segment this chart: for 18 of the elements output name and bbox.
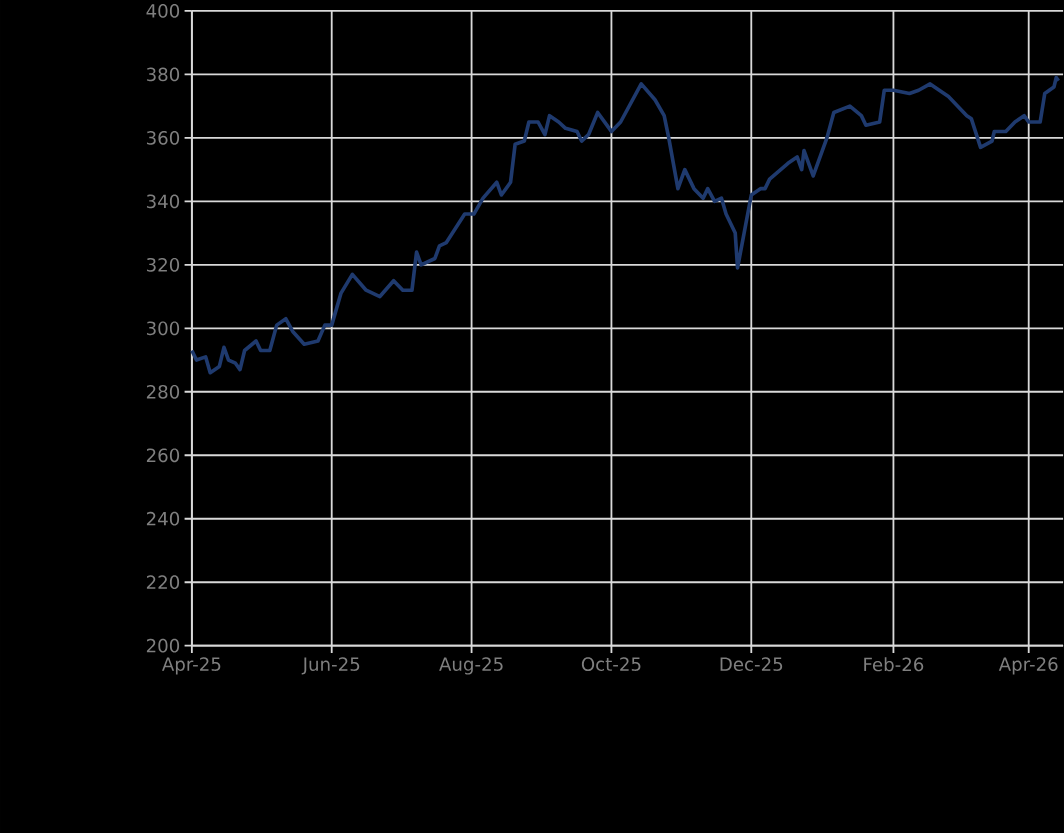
y-tick-label: 260 [146, 448, 180, 463]
y-tick-label: 320 [146, 257, 180, 272]
y-tick-label: 380 [146, 67, 180, 82]
x-tick-label: Apr-26 [998, 657, 1058, 675]
x-tick-label: Jun-25 [301, 657, 360, 675]
x-tick-label: Oct-25 [581, 657, 641, 672]
y-tick-label: 300 [146, 321, 180, 336]
y-tick-label: 340 [146, 194, 180, 209]
y-tick-label: 280 [146, 384, 180, 399]
x-tick-label: Feb-26 [864, 657, 924, 672]
y-tick-label: 360 [146, 131, 180, 145]
x-tick-label: Apr-25 [161, 657, 221, 675]
y-tick-label: 220 [146, 575, 180, 590]
y-tick-label: 400 [146, 4, 180, 18]
x-tick-label: Aug-25 [439, 657, 503, 675]
y-tick-label: 200 [146, 638, 180, 653]
x-tick-label: Dec-25 [720, 657, 783, 672]
y-tick-label: 240 [146, 511, 180, 526]
